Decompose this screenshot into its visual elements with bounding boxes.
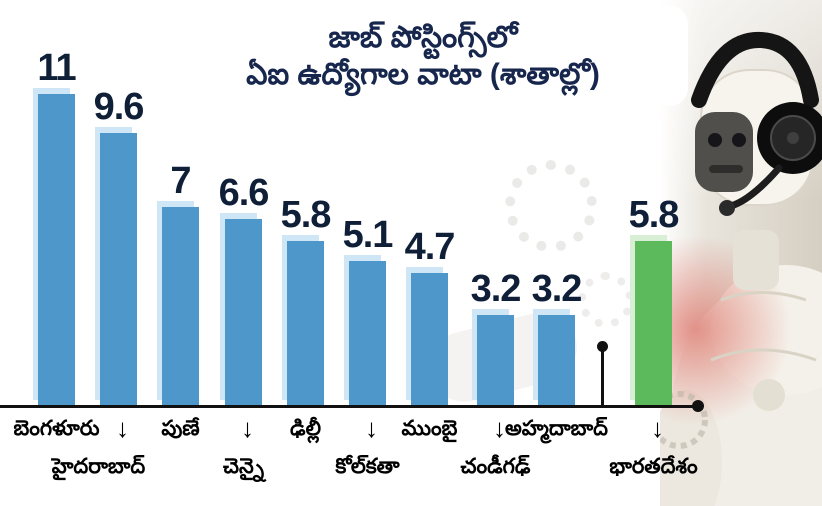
bar-4 [225, 219, 262, 406]
bar-6 [349, 261, 386, 406]
bar-9 [538, 315, 575, 406]
chart-title: జాబ్ పోస్టింగ్స్‌లో ఏఐ ఉద్యోగాల వాటా (శా… [158, 6, 688, 106]
axis-label-7: ముంబై [401, 417, 458, 440]
bar-value-label: 5.1 [342, 214, 394, 256]
bar-2 [100, 133, 137, 406]
bar-1 [38, 94, 75, 406]
bar-8 [477, 315, 514, 406]
bar-value-label: 4.7 [404, 226, 456, 268]
bar-value-label: 3.2 [470, 268, 522, 310]
axis-label-2: హైదరాబాద్ [51, 455, 146, 478]
axis-label-4: చెన్నై [223, 455, 264, 478]
chart-title-line1: జాబ్ పోస్టింగ్స్‌లో [328, 20, 518, 54]
axis-end-dot [692, 400, 704, 412]
x-axis [0, 405, 702, 408]
bar-5 [287, 241, 324, 406]
background-gear-icon [578, 272, 634, 328]
down-arrow-icon: ↓ [651, 413, 664, 443]
bar-value-label: 5.8 [280, 194, 332, 236]
axis-label-6: కోల్‌కతా [335, 455, 400, 478]
bar-value-label: 3.2 [531, 268, 583, 310]
down-arrow-icon: ↓ [116, 413, 129, 443]
bar-value-label: 9.6 [93, 86, 145, 128]
leader-line [601, 347, 604, 407]
axis-label-10: భారతదేశం [609, 455, 698, 478]
down-arrow-icon: ↓ [365, 413, 378, 443]
bar-value-label: 6.6 [218, 172, 270, 214]
axis-label-5: ఢిల్లీ [290, 417, 321, 440]
bar-value-label: 11 [37, 47, 76, 89]
leader-dot [597, 341, 608, 352]
axis-label-1: బెంగళూరు [13, 417, 100, 440]
chart-title-line2: ఏఐ ఉద్యోగాల వాటా (శాతాల్లో) [246, 58, 600, 91]
axis-label-8: చండీగఢ్ [460, 455, 531, 478]
background-gear-icon [505, 160, 597, 252]
bar-7 [411, 273, 448, 406]
bar-value-label: 7 [170, 160, 191, 202]
axis-label-3: పుణే [161, 417, 200, 440]
bar-value-label: 5.8 [628, 194, 680, 236]
down-arrow-icon: ↓ [241, 413, 254, 443]
axis-label-9: అహ్మదాబాద్ [504, 417, 609, 440]
bar-3 [162, 207, 199, 406]
down-arrow-icon: ↓ [493, 413, 506, 443]
bar-10 [635, 241, 672, 406]
